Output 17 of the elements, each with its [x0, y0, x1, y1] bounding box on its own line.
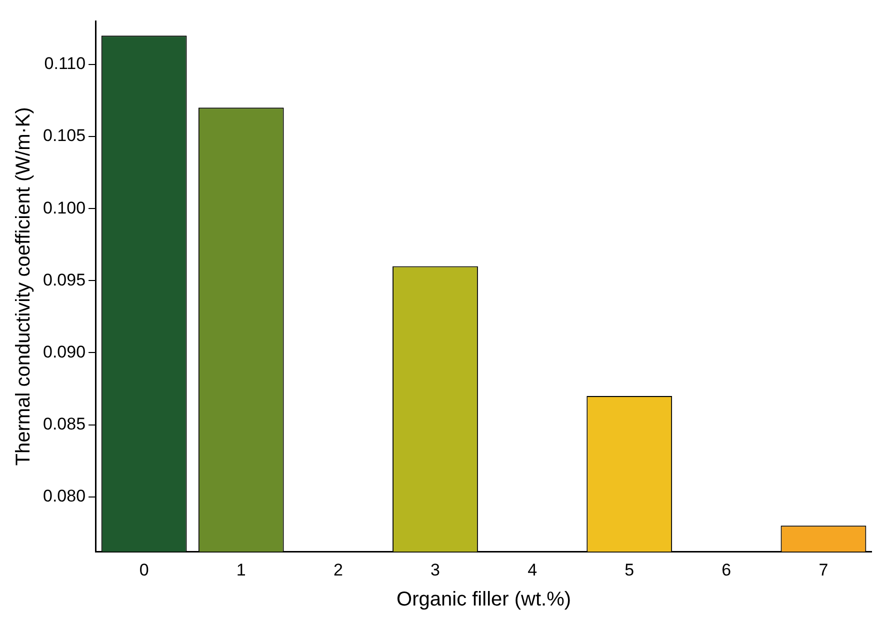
x-tick-label: 4 [528, 560, 538, 580]
x-tick-label: 6 [722, 560, 732, 580]
x-tick-label: 3 [430, 560, 440, 580]
y-tick-label: 0.095 [42, 270, 86, 290]
y-tick-label: 0.105 [42, 126, 86, 146]
y-tick-label: 0.090 [42, 342, 86, 362]
y-tick-label: 0.110 [44, 54, 86, 74]
y-tick-label: 0.085 [42, 414, 86, 434]
x-tick-label: 7 [818, 560, 828, 580]
x-tick-label: 0 [139, 560, 149, 580]
y-tick-label: 0.100 [42, 198, 86, 218]
x-tick-label: 2 [333, 560, 343, 580]
x-axis-title: Organic filler (wt.%) [396, 588, 572, 611]
y-tick-label: 0.080 [42, 486, 86, 506]
x-tick-label: 5 [624, 560, 634, 580]
y-axis-title: Thermal conductivity coefficient (W/m·K) [12, 107, 35, 466]
x-tick-label: 1 [236, 560, 246, 580]
